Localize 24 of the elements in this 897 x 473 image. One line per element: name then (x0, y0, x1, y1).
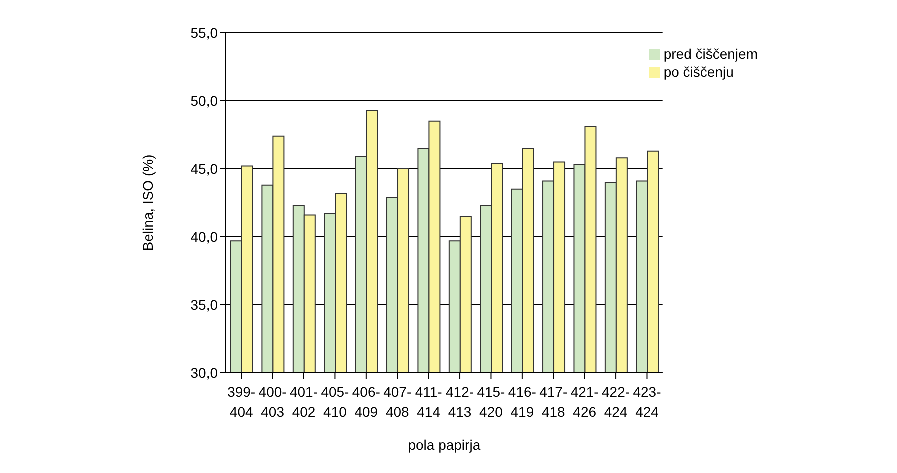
x-tick-label: 412-413 (446, 384, 474, 420)
x-tick-label: 406-409 (352, 384, 381, 420)
legend-label: po čiščenju (664, 64, 734, 80)
x-tick-label: 417-418 (540, 384, 568, 420)
x-tick-label: 421-426 (570, 384, 600, 420)
x-tick-label: 422-424 (602, 384, 630, 420)
x-tick-label: 401-402 (290, 384, 318, 420)
x-tick-label: 423-424 (633, 384, 662, 420)
x-axis-title: pola papirja (408, 437, 481, 453)
y-tick-label: 45,0 (190, 160, 218, 177)
y-tick-label: 35,0 (190, 296, 218, 313)
x-tick-label: 405-410 (321, 384, 350, 420)
y-tick-label: 50,0 (190, 92, 218, 109)
x-tick-label: 415-420 (477, 384, 506, 420)
legend-label: pred čiščenjem (664, 46, 758, 62)
x-tick-label: 407-408 (384, 384, 412, 420)
y-tick-label: 40,0 (190, 228, 218, 245)
x-tick-label: 400-403 (258, 384, 288, 420)
y-tick-label: 30,0 (190, 364, 218, 381)
y-axis-title: Belina, ISO (%) (140, 154, 156, 252)
x-tick-label: 416-419 (508, 384, 537, 420)
x-tick-label: 411-414 (415, 384, 443, 420)
x-tick-label: 399-404 (228, 384, 256, 420)
y-tick-label: 55,0 (190, 24, 218, 41)
